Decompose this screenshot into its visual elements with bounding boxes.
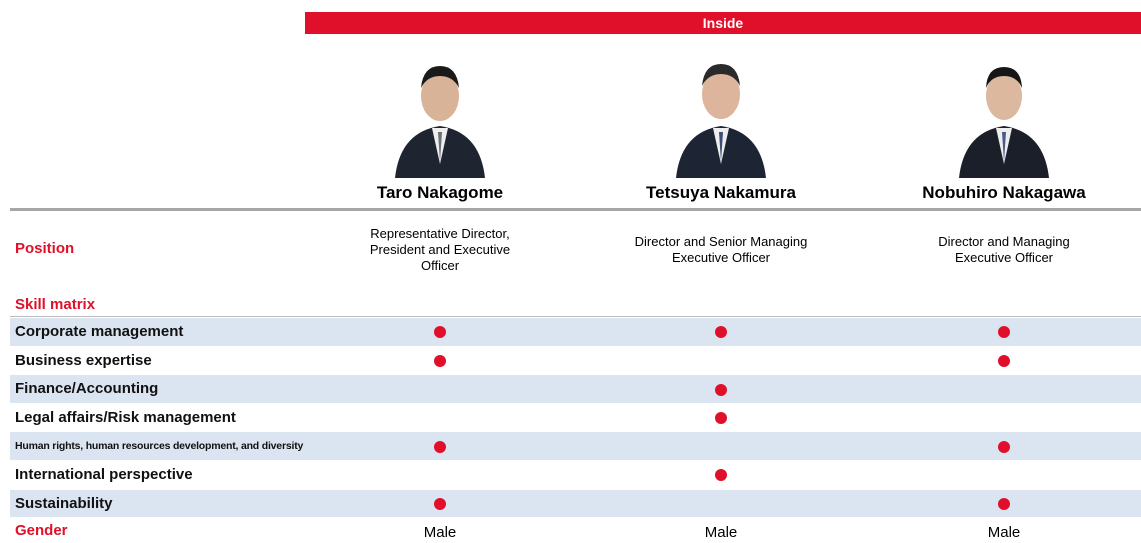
row-band [10,489,1141,518]
row-band [10,375,1141,403]
person-name: Taro Nakagome [376,183,504,202]
skill-label: Human rights, human resources developmen… [15,440,304,453]
skill-dot [434,354,446,367]
skill-label: Finance/Accounting [15,380,159,398]
row-label: Gender [15,522,68,539]
skill-dot [715,469,727,482]
skill-label: Business expertise [15,351,152,369]
skill-label: International perspective [15,466,193,483]
skill-label: Sustainability [15,494,113,512]
skill-dot [998,326,1010,339]
skill-dot [434,497,446,510]
row-label: Position [15,240,75,257]
position-text: Director and Managing Executive Officer [938,234,1070,265]
gender-text: Male [704,524,738,541]
row-band [10,432,1141,460]
skill-dot [998,354,1010,367]
person-name: Nobuhiro Nakagawa [922,183,1086,202]
skill-dot [434,440,446,453]
photo [385,44,495,178]
skill-dot [715,412,727,425]
row-band [10,318,1141,346]
photo [666,44,776,178]
group-header: Inside [305,12,1141,34]
photo [949,44,1059,178]
divider [10,316,1141,317]
section-label: Skill matrix [15,296,96,313]
divider [10,208,1141,211]
skill-dot [715,326,727,339]
skill-dot [434,326,446,339]
skill-dot [715,383,727,396]
skill-label: Legal affairs/Risk management [15,408,236,426]
gender-text: Male [423,524,457,541]
skill-dot [998,440,1010,453]
skill-dot [998,497,1010,510]
skill-label: Corporate management [15,323,184,340]
position-text: Representative Director, President and E… [369,226,511,273]
person-name: Tetsuya Nakamura [646,183,796,202]
position-text: Director and Senior Managing Executive O… [634,234,808,265]
gender-text: Male [987,524,1021,541]
